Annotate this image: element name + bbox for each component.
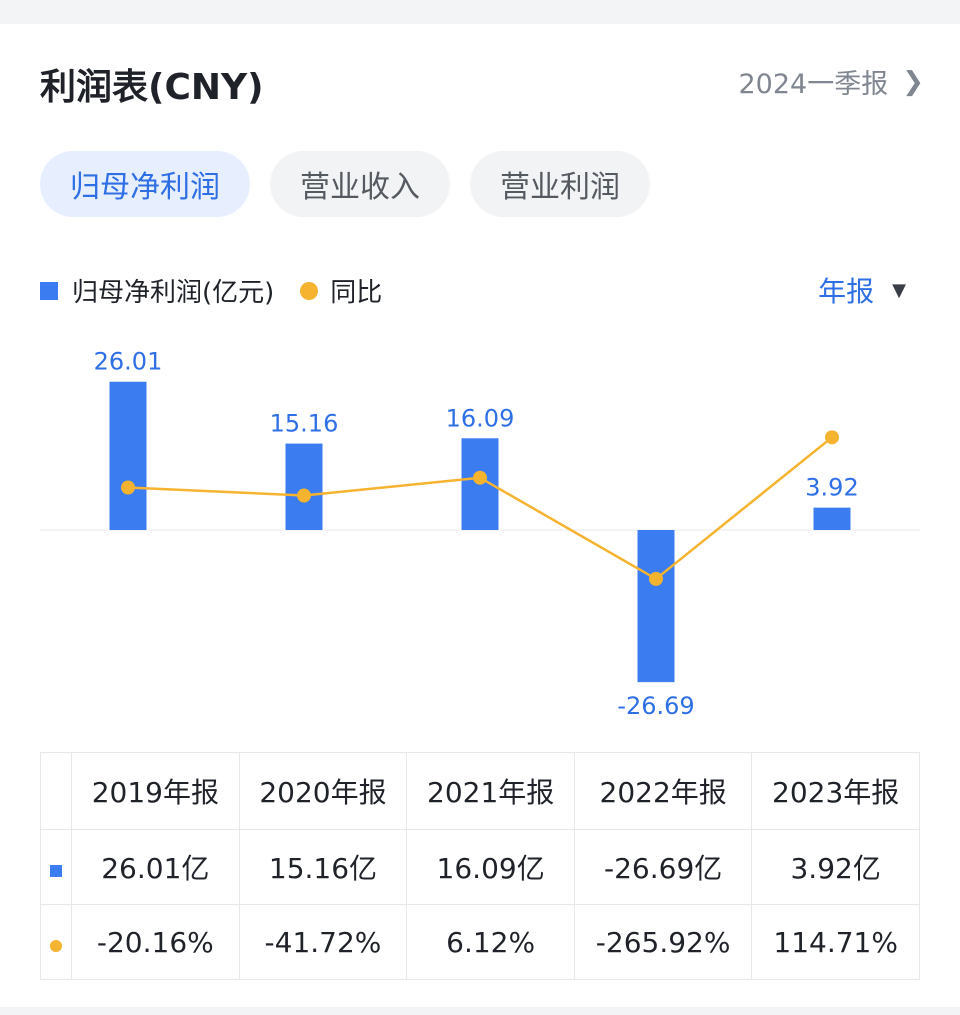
yoy-cell: -265.92% xyxy=(573,904,753,980)
caret-down-icon: ▼ xyxy=(892,279,906,301)
yoy-point-2021年报 xyxy=(473,470,487,485)
bar-2023年报 xyxy=(813,507,851,530)
yoy-point-2023年报 xyxy=(825,430,839,445)
period-type-dropdown[interactable]: 年报 ▼ xyxy=(818,270,906,310)
bar-2022年报 xyxy=(637,530,675,683)
metric-tabs: 归母净利润 营业收入 营业利润 xyxy=(40,151,650,217)
bar-2019年报 xyxy=(109,381,147,530)
bar-value-label: -26.69 xyxy=(617,692,694,720)
bar-series-icon xyxy=(40,829,72,905)
bar-value-label: 26.01 xyxy=(94,348,163,376)
table-header-cell: 2020年报 xyxy=(238,752,408,830)
value-cell: 16.09亿 xyxy=(406,829,575,905)
value-cell: 26.01亿 xyxy=(71,829,240,905)
yoy-point-2020年报 xyxy=(297,488,311,503)
table-corner-cell xyxy=(40,752,72,830)
yoy-point-2019年报 xyxy=(121,480,135,495)
bar-legend-label: 归母净利润(亿元) xyxy=(72,278,275,308)
profit-chart: 26.01 15.16 16.09 -26.69 3.92 xyxy=(40,348,920,720)
line-legend-label: 同比 xyxy=(330,278,383,308)
yoy-cell: -20.16% xyxy=(71,904,240,980)
yoy-cell: -41.72% xyxy=(238,904,408,980)
value-cell: 3.92亿 xyxy=(751,829,920,905)
profit-statement-card: 利润表(CNY) 2024一季报 ❯ 归母净利润 营业收入 营业利润 归母净利润… xyxy=(0,24,960,1007)
table-header-cell: 2023年报 xyxy=(751,752,920,830)
bar-legend-swatch xyxy=(40,281,58,300)
bar-value-label: 16.09 xyxy=(446,404,515,432)
yoy-point-2022年报 xyxy=(649,571,663,586)
tab-operating-profit[interactable]: 营业利润 xyxy=(470,151,650,217)
report-period-link[interactable]: 2024一季报 ❯ xyxy=(738,62,924,101)
yoy-cell: 6.12% xyxy=(406,904,575,980)
table-header-cell: 2019年报 xyxy=(71,752,240,830)
tab-revenue[interactable]: 营业收入 xyxy=(270,151,450,217)
period-type-label: 年报 xyxy=(818,275,875,308)
value-cell: 15.16亿 xyxy=(238,829,408,905)
table-header-row: 2019年报 2020年报 2021年报 2022年报 2023年报 xyxy=(40,752,920,830)
tab-net-profit[interactable]: 归母净利润 xyxy=(40,151,250,217)
table-header-cell: 2021年报 xyxy=(406,752,575,830)
chevron-right-icon: ❯ xyxy=(902,66,924,97)
yoy-cell: 114.71% xyxy=(751,904,920,980)
table-header-cell: 2022年报 xyxy=(573,752,753,830)
chart-legend: 归母净利润(亿元) 同比 xyxy=(40,272,382,309)
table-row-yoy: -20.16% -41.72% 6.12% -265.92% 114.71% xyxy=(40,904,920,980)
bar-2020年报 xyxy=(285,443,323,530)
data-table: 2019年报 2020年报 2021年报 2022年报 2023年报 26.01… xyxy=(40,752,920,980)
report-period-label: 2024一季报 xyxy=(738,69,889,100)
line-legend-swatch xyxy=(300,281,319,300)
table-row-values: 26.01亿 15.16亿 16.09亿 -26.69亿 3.92亿 xyxy=(40,829,920,905)
page-title: 利润表(CNY) xyxy=(40,67,264,108)
value-cell: -26.69亿 xyxy=(573,829,753,905)
line-series-icon xyxy=(40,904,72,980)
bar-value-label: 15.16 xyxy=(270,410,339,438)
bar-value-label: 3.92 xyxy=(805,474,858,502)
